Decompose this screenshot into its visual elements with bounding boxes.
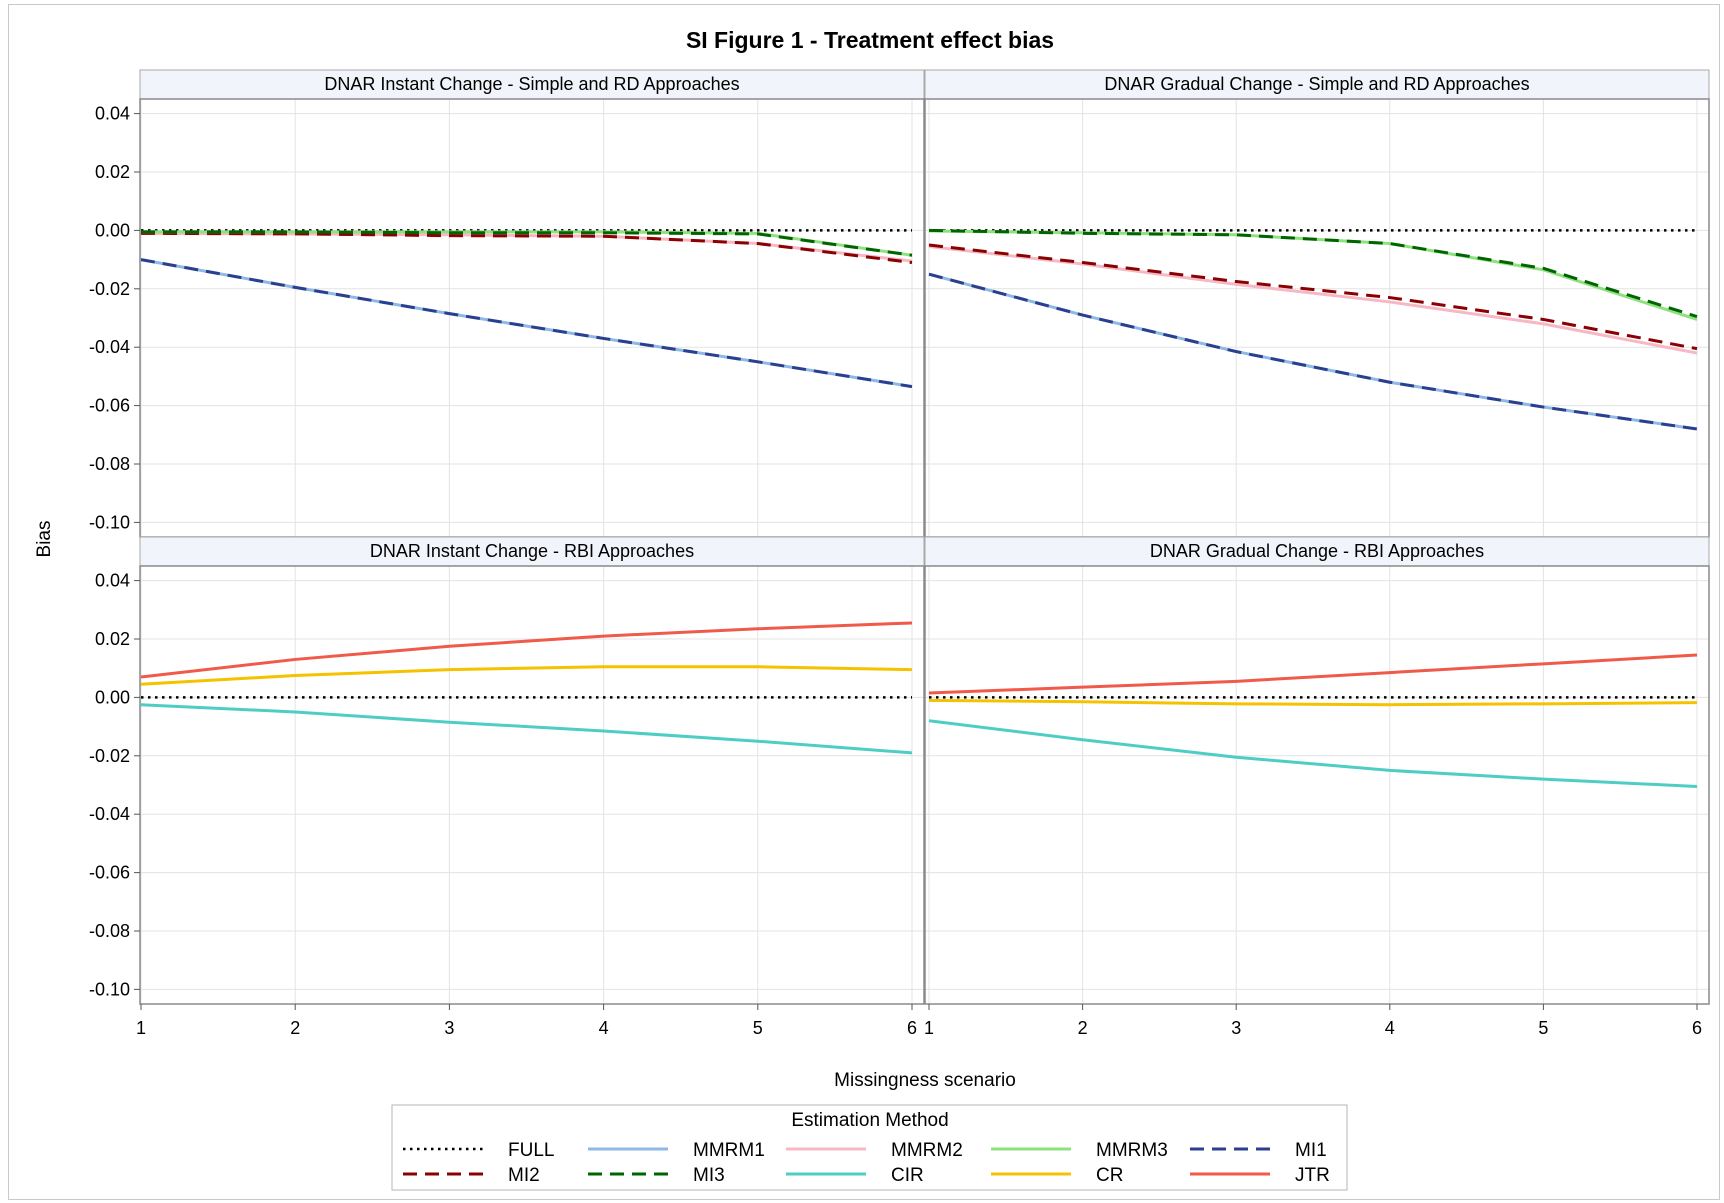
series-line-jtr xyxy=(928,653,1698,695)
series-line-mi2 xyxy=(928,243,1698,351)
y-axis-label: Bias xyxy=(34,521,55,558)
y-tick-label: -0.06 xyxy=(89,396,130,416)
series-line-mi2 xyxy=(140,231,913,265)
x-axis-label: Missingness scenario xyxy=(834,1070,1016,1091)
legend-item-jtr: JTR xyxy=(1190,1165,1330,1186)
y-tick-label: -0.10 xyxy=(89,512,130,532)
legend-label: FULL xyxy=(508,1140,554,1161)
legend-box xyxy=(391,1104,1348,1191)
y-tick-label: -0.06 xyxy=(89,863,130,883)
y-tick-label: 0.04 xyxy=(95,571,130,591)
panel-header xyxy=(924,536,1710,567)
x-tick-label: 6 xyxy=(1692,1018,1702,1038)
y-tick-label: 0.00 xyxy=(95,220,130,240)
legend-label: MMRM3 xyxy=(1096,1140,1168,1161)
y-tick-label: -0.02 xyxy=(89,279,130,299)
x-tick-label: 6 xyxy=(907,1018,917,1038)
plot-frame xyxy=(139,98,925,538)
x-tick-label: 1 xyxy=(136,1018,146,1038)
x-tick-label: 1 xyxy=(924,1018,934,1038)
panel-1: DNAR Instant Change - Simple and RD Appr… xyxy=(89,69,925,538)
legend-item-cr: CR xyxy=(991,1165,1123,1186)
y-tick-label: -0.04 xyxy=(89,337,130,357)
series-line-jtr xyxy=(140,621,913,679)
series-line-mi3 xyxy=(928,228,1698,318)
series-line-mi1 xyxy=(140,258,913,389)
x-tick-label: 3 xyxy=(444,1018,454,1038)
y-tick-label: 0.04 xyxy=(95,104,130,124)
legend-item-mmrm1: MMRM1 xyxy=(588,1140,765,1161)
legend-label: MI3 xyxy=(693,1165,725,1186)
legend-label: MMRM1 xyxy=(693,1140,765,1161)
x-tick-label: 4 xyxy=(599,1018,609,1038)
panels-group: DNAR Instant Change - Simple and RD Appr… xyxy=(89,69,1710,1038)
legend-label: CR xyxy=(1096,1165,1123,1186)
series-line-cir xyxy=(928,719,1698,788)
series-line-cir xyxy=(140,703,913,755)
y-tick-label: 0.02 xyxy=(95,629,130,649)
y-tick-label: 0.02 xyxy=(95,162,130,182)
y-tick-label: 0.00 xyxy=(95,687,130,707)
legend-label: JTR xyxy=(1295,1165,1330,1186)
plot-frame xyxy=(139,565,925,1005)
series-line-cr xyxy=(140,665,913,686)
panel-header xyxy=(139,536,925,567)
legend-label: MMRM2 xyxy=(891,1140,963,1161)
panel-title: DNAR Gradual Change - RBI Approaches xyxy=(1150,541,1484,561)
chart-title: SI Figure 1 - Treatment effect bias xyxy=(686,27,1054,53)
panel-title: DNAR Instant Change - Simple and RD Appr… xyxy=(324,74,739,94)
y-tick-label: -0.10 xyxy=(89,979,130,999)
panel-2: DNAR Gradual Change - Simple and RD Appr… xyxy=(924,69,1710,538)
y-tick-label: -0.08 xyxy=(89,454,130,474)
x-tick-label: 4 xyxy=(1385,1018,1395,1038)
x-tick-label: 2 xyxy=(1078,1018,1088,1038)
panel-3: DNAR Instant Change - RBI Approaches 0.04… xyxy=(89,536,925,1038)
legend-item-full: FULL xyxy=(403,1140,554,1161)
y-tick-label: -0.04 xyxy=(89,804,130,824)
x-tick-label: 5 xyxy=(753,1018,763,1038)
legend-label: CIR xyxy=(891,1165,924,1186)
legend-label: MI1 xyxy=(1295,1140,1327,1161)
legend-item-mi3: MI3 xyxy=(588,1165,725,1186)
plot-frame xyxy=(924,98,1710,538)
series-line-mmrm2 xyxy=(928,244,1698,355)
legend-item-mmrm3: MMRM3 xyxy=(991,1140,1168,1161)
panel-header xyxy=(924,69,1710,100)
panel-title: DNAR Instant Change - RBI Approaches xyxy=(370,541,694,561)
legend-item-mmrm2: MMRM2 xyxy=(786,1140,963,1161)
figure-frame xyxy=(8,4,1720,1200)
plot-frame xyxy=(924,565,1710,1005)
legend-item-mi1: MI1 xyxy=(1190,1140,1327,1161)
legend-item-mi2: MI2 xyxy=(403,1165,540,1186)
series-line-mi1 xyxy=(928,272,1698,431)
legend-item-cir: CIR xyxy=(786,1165,924,1186)
legend-title: Estimation Method xyxy=(791,1110,948,1131)
series-line-mi3 xyxy=(141,230,913,257)
x-tick-label: 2 xyxy=(290,1018,300,1038)
legend: Estimation Method FULL MMRM1 MMRM2 MMRM3 MI1… xyxy=(391,1104,1348,1191)
series-line-cr xyxy=(928,698,1698,707)
x-tick-label: 5 xyxy=(1538,1018,1548,1038)
y-tick-label: -0.02 xyxy=(89,746,130,766)
panel-4: DNAR Gradual Change - RBI Approaches 1 2 3 4… xyxy=(924,536,1710,1038)
panel-title: DNAR Gradual Change - Simple and RD Appr… xyxy=(1104,74,1529,94)
legend-label: MI2 xyxy=(508,1165,540,1186)
y-tick-label: -0.08 xyxy=(89,921,130,941)
x-tick-label: 3 xyxy=(1231,1018,1241,1038)
